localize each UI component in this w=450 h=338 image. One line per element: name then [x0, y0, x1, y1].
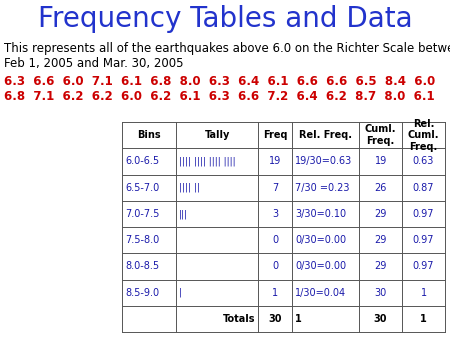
Text: 1: 1	[420, 288, 427, 298]
Text: 19: 19	[269, 156, 281, 166]
Text: 1/30=0.04: 1/30=0.04	[295, 288, 346, 298]
Text: Cuml.
Freq.: Cuml. Freq.	[365, 124, 396, 146]
Text: Freq: Freq	[263, 130, 288, 140]
Text: 26: 26	[374, 183, 387, 193]
Text: 6.3  6.6  6.0  7.1  6.1  6.8  8.0  6.3  6.4  6.1  6.6  6.6  6.5  8.4  6.0: 6.3 6.6 6.0 7.1 6.1 6.8 8.0 6.3 6.4 6.1 …	[4, 75, 435, 88]
Text: 29: 29	[374, 209, 387, 219]
Text: Tally: Tally	[205, 130, 230, 140]
Text: 29: 29	[374, 235, 387, 245]
Text: Totals: Totals	[223, 314, 255, 324]
Text: 30: 30	[268, 314, 282, 324]
Text: 0: 0	[272, 261, 278, 271]
Text: 7/30 =0.23: 7/30 =0.23	[295, 183, 349, 193]
Text: 8.0-8.5: 8.0-8.5	[125, 261, 159, 271]
Text: 0/30=0.00: 0/30=0.00	[295, 235, 346, 245]
Text: 0.97: 0.97	[413, 235, 434, 245]
Text: 3: 3	[272, 209, 278, 219]
Text: 29: 29	[374, 261, 387, 271]
Text: 7: 7	[272, 183, 278, 193]
Text: |: |	[179, 288, 182, 297]
Text: 3/30=0.10: 3/30=0.10	[295, 209, 346, 219]
Text: 7.0-7.5: 7.0-7.5	[125, 209, 159, 219]
Text: 0.97: 0.97	[413, 209, 434, 219]
Text: 6.5-7.0: 6.5-7.0	[125, 183, 159, 193]
Text: 1: 1	[420, 314, 427, 324]
Text: 7.5-8.0: 7.5-8.0	[125, 235, 159, 245]
Text: This represents all of the earthquakes above 6.0 on the Richter Scale between
Fe: This represents all of the earthquakes a…	[4, 42, 450, 70]
Text: |||| |||| |||| ||||: |||| |||| |||| ||||	[179, 156, 236, 166]
Text: 6.8  7.1  6.2  6.2  6.0  6.2  6.1  6.3  6.6  7.2  6.4  6.2  8.7  8.0  6.1: 6.8 7.1 6.2 6.2 6.0 6.2 6.1 6.3 6.6 7.2 …	[4, 90, 435, 103]
Text: Bins: Bins	[137, 130, 161, 140]
Text: Frequency Tables and Data: Frequency Tables and Data	[38, 5, 412, 33]
Text: 0/30=0.00: 0/30=0.00	[295, 261, 346, 271]
Text: 30: 30	[374, 288, 387, 298]
Text: 1: 1	[272, 288, 278, 298]
Text: Rel. Freq.: Rel. Freq.	[299, 130, 352, 140]
Text: 0: 0	[272, 235, 278, 245]
Text: |||: |||	[179, 209, 188, 219]
Text: 1: 1	[295, 314, 302, 324]
Text: 0.97: 0.97	[413, 261, 434, 271]
Text: Rel.
Cuml.
Freq.: Rel. Cuml. Freq.	[408, 119, 439, 152]
Text: |||| ||: |||| ||	[179, 183, 200, 192]
Text: 0.63: 0.63	[413, 156, 434, 166]
Text: 30: 30	[374, 314, 387, 324]
Text: 0.87: 0.87	[413, 183, 434, 193]
Text: 6.0-6.5: 6.0-6.5	[125, 156, 159, 166]
Text: 19: 19	[374, 156, 387, 166]
Text: 8.5-9.0: 8.5-9.0	[125, 288, 159, 298]
Text: 19/30=0.63: 19/30=0.63	[295, 156, 352, 166]
